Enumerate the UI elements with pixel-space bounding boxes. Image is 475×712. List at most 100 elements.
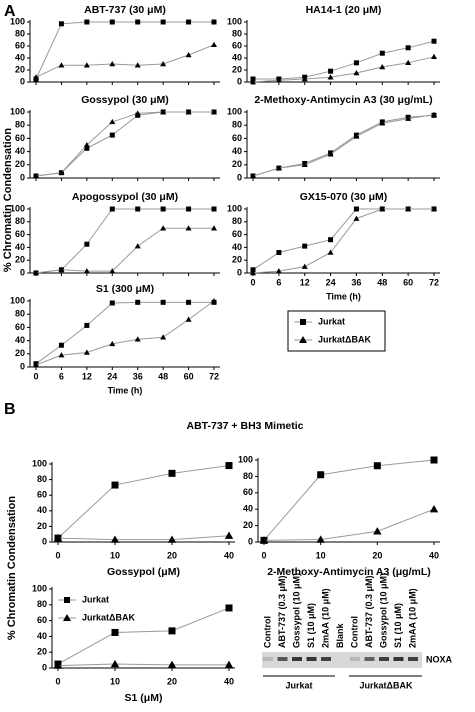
marker (259, 536, 269, 544)
x-axis-label: 2-Methoxy-Antimycin A3 (μg/mL) (267, 566, 431, 578)
x-tick-label: 20 (167, 676, 177, 686)
legend-label: JurkatΔBAK (318, 334, 371, 344)
marker (111, 628, 119, 636)
x-tick-label: 24 (107, 371, 117, 381)
marker (84, 145, 90, 151)
series-line (263, 459, 435, 541)
y-tick-label: 20 (15, 348, 25, 358)
marker (327, 151, 334, 157)
blot-band (263, 657, 273, 661)
marker (110, 535, 120, 543)
x-tick-label: 10 (110, 550, 120, 560)
marker (110, 659, 120, 668)
marker (84, 322, 90, 328)
y-tick-label: 20 (232, 159, 242, 169)
y-tick-label: 0 (20, 361, 25, 371)
marker (53, 661, 63, 669)
y-tick-label: 80 (232, 120, 242, 130)
marker (211, 225, 217, 231)
marker (379, 206, 386, 212)
marker (211, 298, 217, 304)
marker (84, 19, 90, 25)
series-line (57, 663, 229, 667)
lane-label: ABT-737 (0.3 μM) (277, 575, 287, 648)
marker (379, 64, 386, 70)
marker (431, 206, 437, 212)
series-line (263, 508, 435, 541)
marker (250, 267, 256, 273)
blot-band (277, 657, 288, 661)
marker (160, 61, 167, 67)
marker (109, 118, 116, 125)
blot-band (408, 657, 418, 661)
marker (224, 660, 234, 668)
marker (167, 660, 177, 668)
y-tick-label: 40 (243, 504, 253, 514)
y-tick-label: 60 (37, 490, 47, 500)
marker (353, 215, 360, 221)
x-tick-label: 10 (110, 676, 120, 686)
x-tick-label: 60 (403, 277, 413, 287)
marker (109, 132, 115, 138)
x-axis-label: Time (h) (326, 291, 361, 301)
marker (431, 53, 437, 60)
group-label: Jurkat (285, 680, 312, 690)
marker (275, 268, 282, 274)
y-tick-label: 100 (10, 16, 25, 26)
y-tick-label: 60 (15, 229, 25, 239)
x-tick-label: 20 (372, 550, 382, 560)
x-tick-label: 0 (55, 550, 60, 560)
blot-band (364, 657, 375, 661)
y-tick-label: 20 (37, 647, 47, 657)
legend-label: JurkatΔBAK (82, 612, 135, 622)
chart-title: Gossypol (30 μM) (81, 94, 169, 106)
marker (327, 74, 334, 80)
marker (275, 77, 282, 83)
y-tick-label: 0 (20, 267, 25, 277)
marker (275, 165, 282, 171)
marker (250, 270, 256, 276)
marker (327, 249, 334, 255)
x-tick-label: 6 (276, 277, 281, 287)
marker (405, 59, 412, 66)
y-tick-label: 100 (10, 295, 25, 305)
band-label: NOXA (426, 654, 453, 664)
marker (33, 362, 39, 368)
panel-label: B (4, 401, 16, 418)
marker (301, 161, 308, 168)
x-tick-label: 40 (224, 676, 234, 686)
lane-label: Control (349, 616, 359, 648)
y-tick-label: 100 (227, 203, 242, 213)
marker (160, 19, 166, 25)
series-line (35, 301, 214, 365)
x-tick-label: 72 (209, 371, 219, 381)
x-tick-label: 12 (82, 371, 92, 381)
marker (135, 299, 141, 305)
marker (109, 268, 116, 274)
marker (111, 481, 119, 489)
marker (316, 535, 325, 543)
marker (430, 456, 438, 464)
marker (58, 169, 65, 175)
y-tick-label: 80 (15, 28, 25, 38)
panel-label: A (4, 3, 16, 20)
y-tick-label: 60 (15, 322, 25, 332)
y-tick-label: 0 (237, 76, 242, 86)
marker (185, 109, 192, 115)
marker (211, 19, 217, 25)
chart-title: S1 (300 μM) (96, 283, 154, 295)
marker (379, 120, 386, 126)
marker (58, 62, 65, 68)
marker (84, 241, 90, 247)
marker (186, 206, 192, 212)
marker (328, 237, 334, 243)
marker (58, 21, 64, 27)
marker (225, 604, 233, 612)
y-tick-label: 0 (248, 536, 253, 546)
y-tick-label: 100 (10, 203, 25, 213)
marker (160, 299, 166, 305)
marker (276, 250, 282, 256)
x-tick-label: 40 (429, 550, 439, 560)
y-tick-label: 40 (232, 52, 242, 62)
